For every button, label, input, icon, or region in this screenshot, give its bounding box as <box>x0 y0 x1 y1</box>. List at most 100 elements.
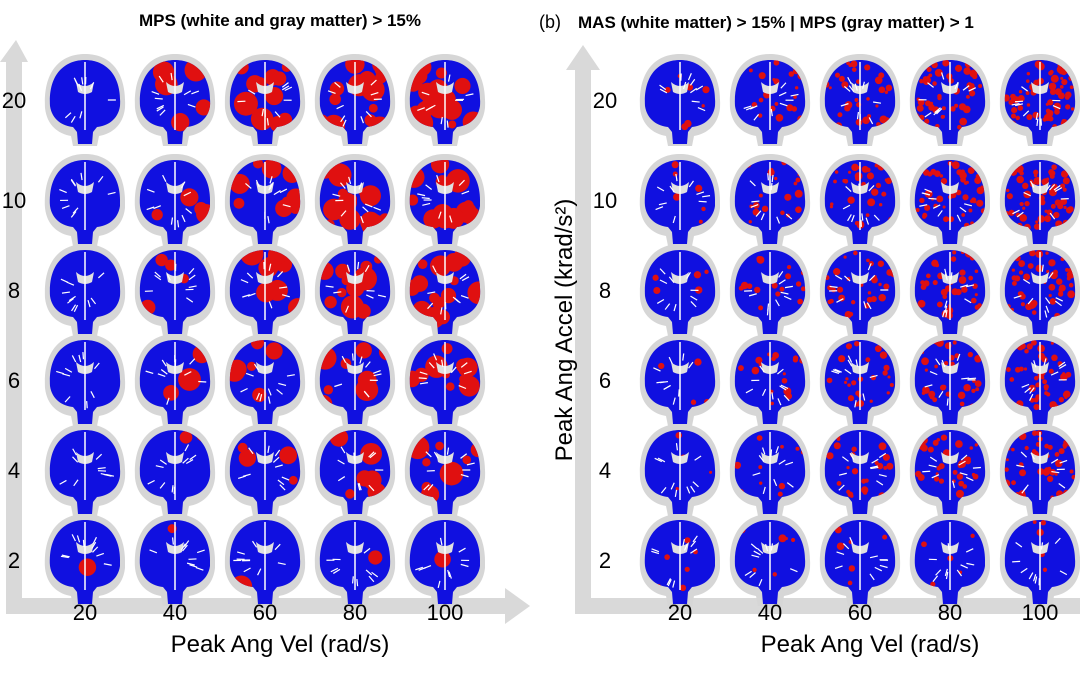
sulcus <box>968 87 976 92</box>
strain-blob <box>737 365 744 371</box>
strain-blob <box>756 255 765 264</box>
strain-blob <box>925 273 931 279</box>
x-tick-label: 60 <box>848 600 872 625</box>
sulcus <box>156 104 165 110</box>
sulcus <box>762 486 766 495</box>
strain-blob <box>794 86 799 90</box>
sulcus <box>1036 118 1039 127</box>
strain-blob <box>748 220 752 224</box>
sulcus <box>672 397 676 405</box>
sulcus <box>1016 464 1025 468</box>
strain-blob <box>1018 366 1024 372</box>
sulcus <box>425 451 432 458</box>
sulcus <box>960 564 968 569</box>
y-tick-label: 2 <box>8 548 20 573</box>
sulcus <box>364 265 370 273</box>
strain-blob <box>957 124 962 130</box>
strain-blob <box>1031 310 1037 315</box>
strain-blob <box>288 475 298 485</box>
strain-blob <box>233 197 245 209</box>
strain-blob <box>684 537 691 544</box>
strain-blob <box>1026 114 1033 121</box>
sulcus <box>749 572 756 578</box>
strain-blob <box>1011 268 1016 272</box>
sulcus <box>869 555 878 559</box>
brain-image <box>44 244 126 336</box>
sulcus <box>433 451 439 459</box>
strain-blob <box>779 286 785 292</box>
sulcus <box>760 213 765 221</box>
sulcus <box>958 460 966 466</box>
strain-blob <box>1068 282 1074 288</box>
sulcus <box>195 566 204 571</box>
sulcus <box>458 179 465 187</box>
sulcus <box>672 215 676 224</box>
x-arrow <box>575 598 1080 614</box>
sulcus <box>273 190 281 196</box>
sulcus <box>775 446 779 454</box>
strain-blob <box>1044 443 1050 449</box>
sulcus <box>690 300 697 308</box>
sulcus <box>59 479 67 485</box>
sulcus <box>56 370 64 375</box>
strain-blob <box>695 184 703 193</box>
sulcus <box>458 547 466 553</box>
sulcus <box>360 116 364 124</box>
sulcus <box>658 202 667 206</box>
strain-blob <box>970 533 975 538</box>
strain-blob <box>936 301 943 308</box>
sulcus <box>702 195 711 198</box>
sulcus <box>281 85 290 91</box>
sulcus <box>82 352 85 360</box>
sulcus <box>847 214 852 222</box>
sulcus <box>368 484 375 492</box>
brain-grid <box>44 54 1080 606</box>
strain-blob <box>1049 298 1057 305</box>
sulcus <box>248 89 256 95</box>
sulcus <box>274 464 283 468</box>
sulcus <box>161 359 167 367</box>
sulcus <box>154 274 162 281</box>
strain-blob <box>940 177 948 185</box>
strain-blob <box>1048 116 1054 122</box>
sulcus <box>82 539 85 548</box>
strain-blob <box>1054 88 1062 96</box>
sulcus <box>1059 570 1068 576</box>
brain-image <box>134 514 216 606</box>
brain-image <box>819 54 901 146</box>
sulcus <box>279 484 286 491</box>
sulcus <box>682 81 687 90</box>
strain-blob <box>921 541 927 548</box>
sulcus <box>1011 102 1020 106</box>
sulcus <box>959 206 967 213</box>
strain-blob <box>681 123 689 131</box>
strain-blob <box>920 444 928 452</box>
brain-image <box>819 154 901 246</box>
sulcus <box>965 476 974 482</box>
x-tick-label: 40 <box>163 600 187 625</box>
strain-blob <box>1048 293 1052 298</box>
sulcus <box>761 447 766 455</box>
sulcus <box>256 392 260 400</box>
sulcus <box>933 109 940 116</box>
sulcus <box>932 204 941 209</box>
strain-blob <box>854 220 860 226</box>
sulcus <box>252 540 258 548</box>
strain-blob <box>417 259 428 269</box>
strain-blob <box>924 204 931 211</box>
strain-blob <box>675 487 679 491</box>
sulcus <box>327 90 336 94</box>
strain-blob <box>1042 117 1047 122</box>
strain-blob <box>1031 340 1037 346</box>
strain-blob <box>961 213 966 217</box>
strain-blob <box>774 102 779 106</box>
sulcus <box>838 472 847 476</box>
strain-blob <box>878 203 883 207</box>
sulcus <box>183 540 190 547</box>
strain-blob <box>758 362 763 367</box>
strain-blob <box>777 491 783 497</box>
strain-blob <box>368 103 378 113</box>
sulcus <box>269 182 274 190</box>
strain-blob <box>1024 445 1029 451</box>
strain-blob <box>179 430 193 444</box>
